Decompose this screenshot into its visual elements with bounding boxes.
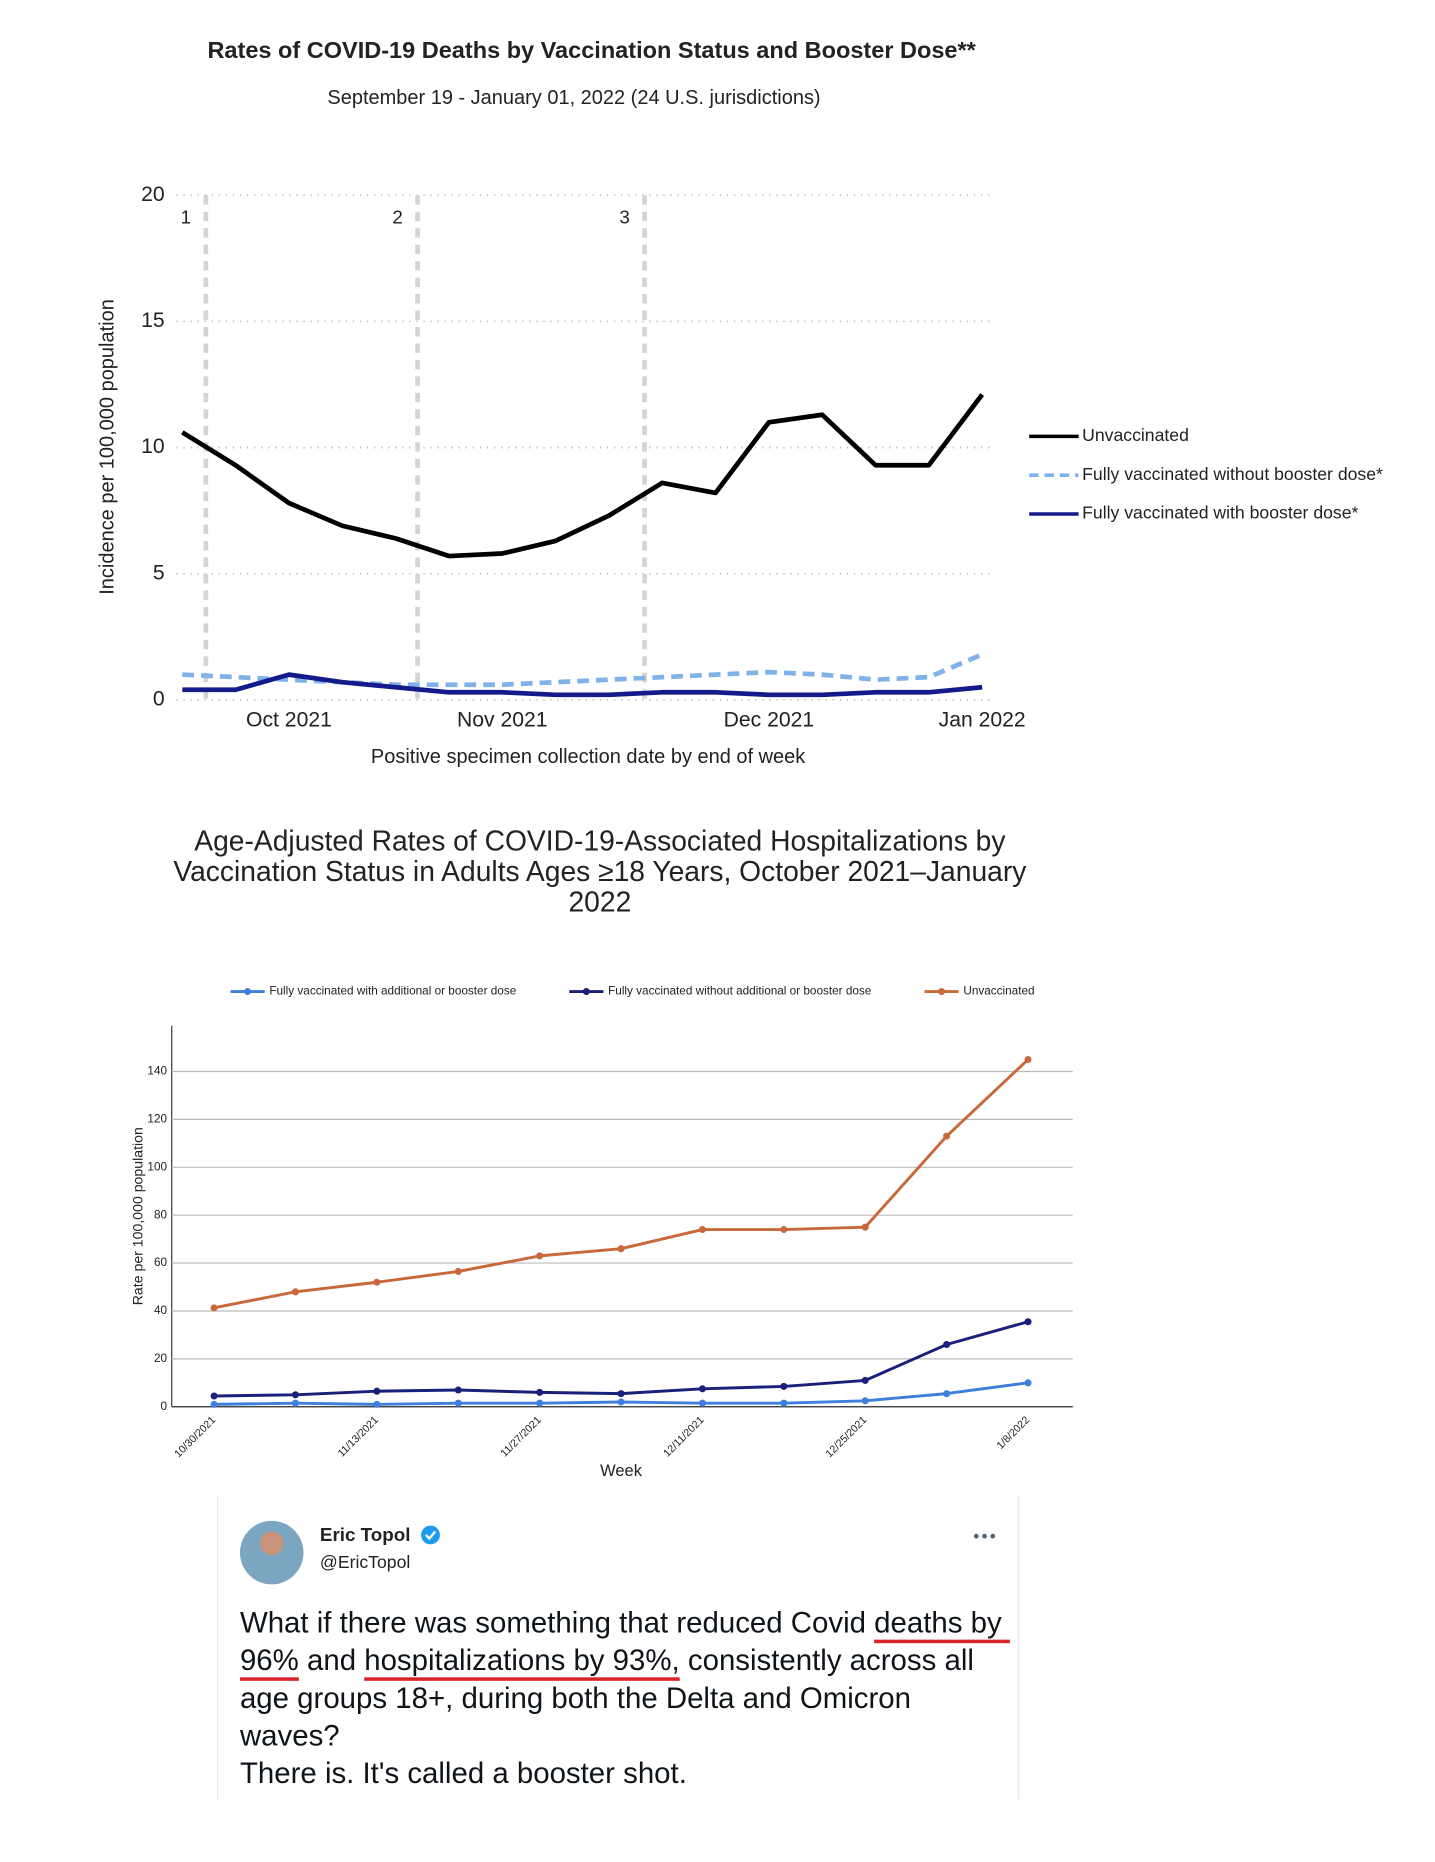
data-point [210, 1304, 218, 1312]
data-point [536, 1399, 544, 1407]
data-point [861, 1397, 869, 1405]
x-tick-label: 11/27/2021 [498, 1414, 543, 1459]
data-point [536, 1252, 544, 1260]
data-point [1024, 1379, 1032, 1387]
data-point [780, 1399, 788, 1407]
y-axis-label: Rate per 100,000 population [130, 1127, 146, 1305]
data-point [373, 1387, 381, 1395]
data-point [454, 1399, 462, 1407]
data-point [943, 1390, 951, 1398]
y-tick-label: 15 [141, 309, 165, 332]
legend-label: Unvaccinated [963, 985, 1034, 998]
data-point [291, 1391, 299, 1399]
data-point [943, 1340, 951, 1349]
annotation: 1 [181, 207, 191, 228]
data-point [373, 1278, 381, 1286]
series-line [182, 672, 983, 698]
text: There is. It's called a booster shot. [239, 1757, 687, 1791]
y-tick-label: 120 [147, 1113, 167, 1126]
more-menu[interactable] [973, 1533, 996, 1539]
data-point [861, 1376, 869, 1384]
data-point [861, 1223, 869, 1231]
data-point [780, 1382, 788, 1390]
chart-subtitle: September 19 - January 01, 2022 (24 U.S.… [327, 87, 820, 109]
legend-swatch [938, 988, 946, 996]
chart-title: Age-Adjusted Rates of COVID-19-Associate… [173, 825, 1027, 919]
data-point [454, 1386, 462, 1394]
data-point [943, 1132, 951, 1140]
legend-swatch [582, 988, 590, 996]
y-tick-label: 0 [153, 687, 165, 710]
data-point [454, 1267, 462, 1275]
x-tick-label: 12/25/2021 [823, 1414, 869, 1460]
data-point [617, 1245, 625, 1253]
legend-label: Fully vaccinated without booster dose* [1082, 464, 1383, 484]
data-point [698, 1399, 706, 1407]
legend-label: Fully vaccinated with booster dose* [1082, 503, 1358, 523]
data-point [780, 1226, 788, 1234]
underlined-text: deaths by 96% [239, 1606, 1010, 1678]
x-tick-label: Nov 2021 [457, 709, 548, 732]
y-tick-label: 20 [141, 183, 165, 206]
underlined-text: hospitalizations by 93%, [364, 1644, 680, 1678]
x-axis-label: Week [600, 1462, 643, 1480]
y-tick-label: 40 [154, 1304, 168, 1317]
verified-check [424, 1530, 437, 1541]
y-tick-label: 100 [147, 1160, 167, 1173]
x-tick-label: 11/13/2021 [336, 1414, 381, 1459]
y-tick-label: 60 [154, 1256, 168, 1269]
data-point [1024, 1318, 1032, 1326]
x-tick-label: Jan 2022 [939, 709, 1026, 732]
data-point [698, 1385, 706, 1393]
legend-label: Fully vaccinated with additional or boos… [269, 985, 516, 998]
tweet-text: What if there was something that reduced… [240, 1604, 1005, 1792]
data-point [373, 1400, 381, 1408]
data-point [698, 1226, 706, 1234]
y-tick-label: 80 [154, 1208, 168, 1221]
legend-label: Fully vaccinated without additional or b… [608, 985, 872, 998]
y-tick-label: 0 [160, 1400, 167, 1413]
legend-label: Unvaccinated [1082, 425, 1189, 445]
y-tick-label: 140 [147, 1065, 167, 1078]
series-line [182, 652, 984, 688]
data-point [291, 1288, 299, 1296]
data-point [536, 1388, 544, 1396]
x-tick-label: 1/8/2022 [995, 1414, 1033, 1452]
x-tick-label: 12/11/2021 [661, 1414, 706, 1459]
series-line [213, 1058, 1030, 1310]
y-tick-label: 10 [141, 435, 165, 458]
chart-title: Rates of COVID-19 Deaths by Vaccination … [207, 37, 976, 63]
x-tick-label: Oct 2021 [246, 709, 332, 732]
verified-badge [421, 1525, 440, 1545]
y-axis-label: Incidence per 100,000 population [96, 299, 118, 595]
annotation: 2 [392, 207, 402, 228]
text: and [298, 1644, 365, 1678]
avatar-face [259, 1531, 284, 1555]
data-point [210, 1392, 218, 1400]
data-point [1024, 1055, 1032, 1064]
data-point [291, 1399, 299, 1407]
text: What if there was something that reduced… [239, 1606, 875, 1640]
data-point [617, 1398, 625, 1406]
x-tick-label: Dec 2021 [724, 709, 815, 732]
series-line [181, 393, 985, 559]
x-axis-label: Positive specimen collection date by end… [371, 746, 806, 768]
tweet-paragraph: What if there was something that reduced… [240, 1604, 1005, 1755]
legend-swatch [244, 988, 252, 996]
data-point [617, 1390, 625, 1398]
y-tick-label: 20 [154, 1352, 168, 1365]
tweet-paragraph: There is. It's called a booster shot. [240, 1755, 1005, 1793]
tweet-author: Eric Topol [320, 1524, 411, 1545]
text: consistently across all age groups 18+, … [239, 1644, 983, 1753]
data-point [210, 1400, 218, 1408]
x-tick-label: 10/30/2021 [172, 1414, 218, 1460]
annotation: 3 [619, 207, 629, 228]
tweet-handle: @EricTopol [320, 1552, 410, 1572]
y-tick-label: 5 [153, 561, 165, 584]
